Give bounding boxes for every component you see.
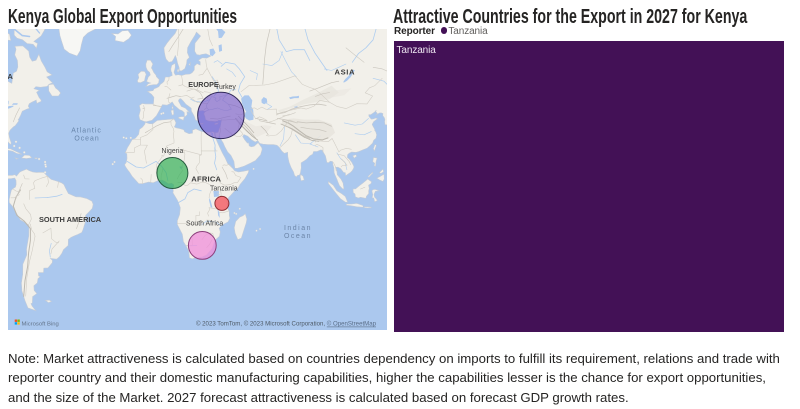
- svg-text:ASIA: ASIA: [335, 68, 356, 77]
- svg-text:Microsoft Bing: Microsoft Bing: [22, 321, 59, 327]
- svg-text:Tanzania: Tanzania: [210, 185, 238, 192]
- svg-text:Turkey: Turkey: [215, 84, 236, 91]
- svg-text:South Africa: South Africa: [186, 220, 223, 227]
- svg-text:SOUTH AMERICA: SOUTH AMERICA: [39, 215, 102, 224]
- svg-text:AFRICA: AFRICA: [191, 175, 221, 184]
- svg-text:Ocean: Ocean: [284, 233, 312, 240]
- svg-text:Atlantic: Atlantic: [71, 128, 102, 135]
- svg-text:© 2023 TomTom, © 2023 Microsof: © 2023 TomTom, © 2023 Microsoft Corporat…: [196, 321, 377, 328]
- svg-text:Nigeria: Nigeria: [162, 148, 184, 155]
- svg-text:Ocean: Ocean: [74, 135, 99, 142]
- svg-text:EUROPE: EUROPE: [188, 80, 219, 89]
- svg-text:A: A: [8, 72, 13, 81]
- svg-text:Indian: Indian: [284, 225, 312, 232]
